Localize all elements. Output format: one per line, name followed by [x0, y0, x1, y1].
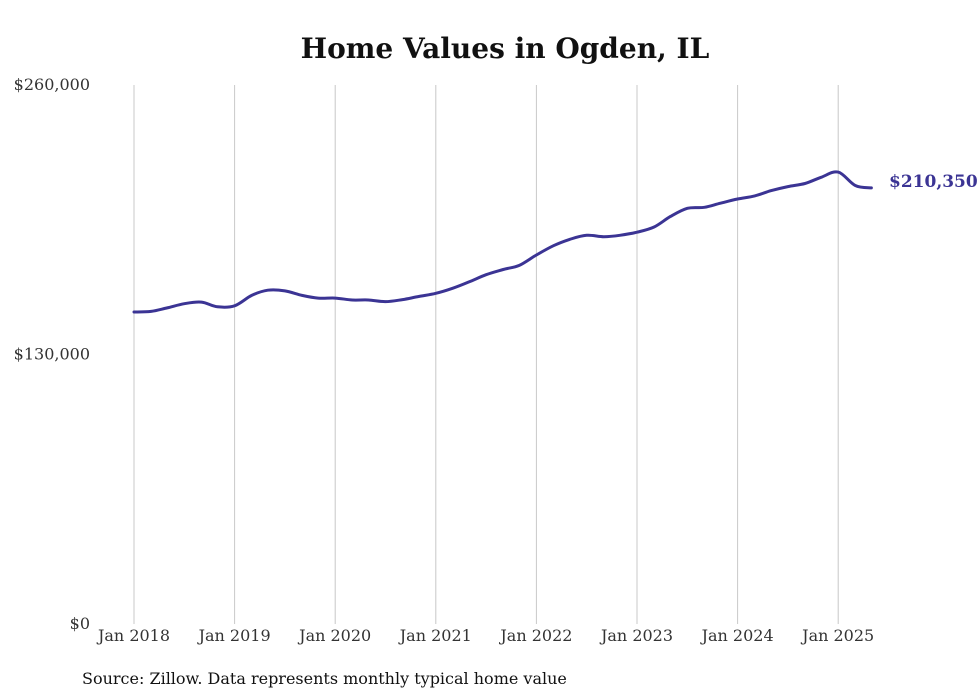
chart-title: Home Values in Ogden, IL [301, 32, 710, 65]
x-tick-label: Jan 2021 [398, 626, 472, 645]
x-tick-label: Jan 2018 [96, 626, 170, 645]
x-axis-ticks: Jan 2018 Jan 2019 Jan 2020 Jan 2021 Jan 2022… [96, 626, 874, 645]
y-tick-label: $130,000 [14, 345, 90, 364]
x-tick-label: Jan 2023 [599, 626, 673, 645]
x-tick-label: Jan 2019 [197, 626, 271, 645]
x-tick-label: Jan 2024 [700, 626, 774, 645]
y-tick-label: $260,000 [14, 75, 90, 94]
x-tick-label: Jan 2020 [297, 626, 371, 645]
x-tick-label: Jan 2025 [800, 626, 874, 645]
x-tick-label: Jan 2022 [498, 626, 572, 645]
end-value-label: $210,350 [889, 172, 978, 192]
grid-lines [133, 85, 839, 624]
y-axis-ticks: $0 $130,000 $260,000 [14, 75, 90, 633]
home-value-line [132, 170, 873, 314]
y-tick-label: $0 [70, 614, 90, 633]
source-note: Source: Zillow. Data represents monthly … [82, 669, 567, 688]
